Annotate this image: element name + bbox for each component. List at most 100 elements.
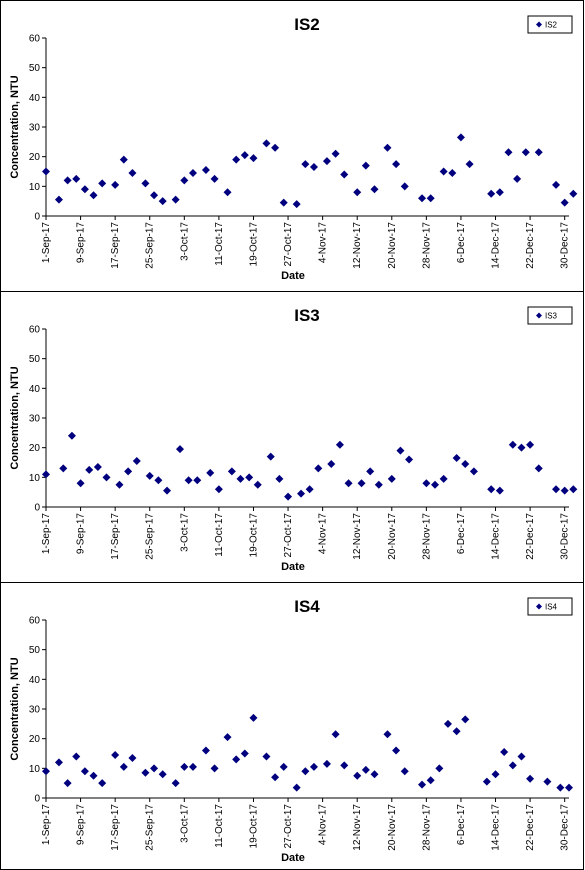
data-point — [72, 174, 81, 183]
data-point — [201, 166, 210, 175]
data-point — [98, 779, 107, 788]
data-point — [245, 473, 254, 482]
y-axis-label: Concentration, NTU — [9, 366, 21, 469]
x-tick-label: 27-Oct-17 — [283, 804, 294, 849]
data-point — [80, 185, 89, 194]
data-point — [504, 148, 513, 157]
data-point — [335, 440, 344, 449]
legend-entry: IS2 — [545, 21, 558, 30]
data-point — [418, 194, 427, 203]
data-point — [400, 767, 409, 776]
data-point — [232, 755, 241, 764]
data-point — [210, 764, 219, 773]
y-axis-label: Concentration, NTU — [9, 75, 21, 178]
y-tick-label: 0 — [34, 794, 40, 805]
data-point — [163, 486, 172, 495]
y-tick-label: 40 — [29, 384, 41, 395]
data-point — [357, 479, 366, 488]
data-point — [508, 761, 517, 770]
x-tick-label: 1-Sep-17 — [41, 513, 52, 555]
x-tick-label: 25-Sep-17 — [145, 804, 156, 851]
data-point — [301, 767, 310, 776]
x-tick-label: 19-Oct-17 — [248, 513, 259, 558]
data-point — [201, 746, 210, 755]
data-point — [128, 168, 137, 177]
y-tick-label: 20 — [29, 152, 41, 163]
data-point — [132, 457, 141, 466]
y-tick-label: 20 — [29, 734, 41, 745]
data-point — [42, 470, 50, 479]
chart-is2: IS2 0 10 20 30 40 50 60 1-Sep-17 9-Sep-17 17-Sep-1… — [9, 15, 578, 282]
x-tick-label: 12-Nov-17 — [352, 513, 363, 560]
data-point — [465, 160, 474, 169]
data-point — [469, 467, 478, 476]
data-point — [361, 765, 370, 774]
data-point — [327, 459, 336, 468]
data-point — [63, 176, 72, 185]
data-point — [54, 758, 63, 767]
chart-is4: IS4 0 10 20 30 40 50 60 1-Sep-17 9-Sep-17 17-Sep-1… — [9, 597, 573, 864]
data-point — [431, 480, 440, 489]
x-tick-label: 30-Dec-17 — [560, 513, 571, 560]
x-tick-label: 28-Nov-17 — [421, 804, 432, 851]
x-tick-label: 11-Oct-17 — [214, 513, 225, 557]
y-tick-label: 10 — [29, 764, 41, 775]
data-point — [180, 176, 189, 185]
data-point — [513, 174, 522, 183]
x-tick-label: 17-Sep-17 — [110, 513, 121, 560]
data-point — [456, 133, 465, 142]
data-point — [193, 476, 202, 485]
data-point — [435, 764, 444, 773]
x-tick-label: 9-Sep-17 — [76, 513, 87, 555]
x-axis-label: Date — [281, 561, 305, 573]
legend: IS2 — [527, 15, 573, 34]
data-point — [560, 198, 569, 207]
x-tick-label: 1-Sep-17 — [41, 222, 52, 264]
data-point — [80, 767, 89, 776]
x-tick-label: 30-Dec-17 — [560, 222, 571, 269]
data-point — [526, 440, 535, 449]
data-point — [487, 189, 496, 198]
chart-title: IS4 — [294, 597, 320, 616]
y-tick-label: 50 — [29, 63, 41, 74]
data-point — [124, 467, 133, 476]
data-point — [396, 446, 405, 455]
y-tick-label: 60 — [29, 34, 41, 45]
data-point — [517, 752, 526, 761]
data-point — [422, 479, 431, 488]
data-point — [59, 464, 68, 473]
data-point — [439, 167, 448, 176]
data-point — [405, 455, 414, 464]
data-point — [145, 471, 154, 480]
y-tick-label: 0 — [34, 212, 40, 223]
x-tick-label: 25-Sep-17 — [145, 513, 156, 560]
x-tick-label: 11-Oct-17 — [214, 804, 225, 848]
data-point — [262, 752, 271, 761]
data-point — [331, 149, 340, 158]
x-tick-label: 20-Nov-17 — [387, 804, 398, 851]
x-tick-label: 4-Nov-17 — [318, 804, 329, 846]
x-tick-label: 28-Nov-17 — [421, 513, 432, 560]
legend-box — [527, 15, 573, 34]
data-point — [67, 431, 76, 440]
x-tick-label: 22-Dec-17 — [525, 513, 536, 560]
data-point — [374, 480, 383, 489]
data-point — [370, 185, 379, 194]
x-tick-label: 12-Nov-17 — [352, 804, 363, 851]
y-tick-label: 60 — [29, 616, 41, 627]
data-point — [214, 485, 223, 494]
data-point — [158, 197, 167, 206]
x-tick-label: 28-Nov-17 — [421, 222, 432, 269]
data-point — [141, 768, 150, 777]
data-point — [76, 479, 85, 488]
data-point — [426, 776, 435, 785]
data-point — [556, 783, 565, 792]
data-point — [102, 473, 111, 482]
data-point — [521, 148, 530, 157]
data-point — [392, 160, 401, 169]
data-point — [487, 485, 496, 494]
x-tick-label: 17-Sep-17 — [110, 804, 121, 851]
data-point — [495, 188, 504, 197]
data-point — [383, 730, 392, 739]
legend-marker-icon — [536, 603, 542, 610]
